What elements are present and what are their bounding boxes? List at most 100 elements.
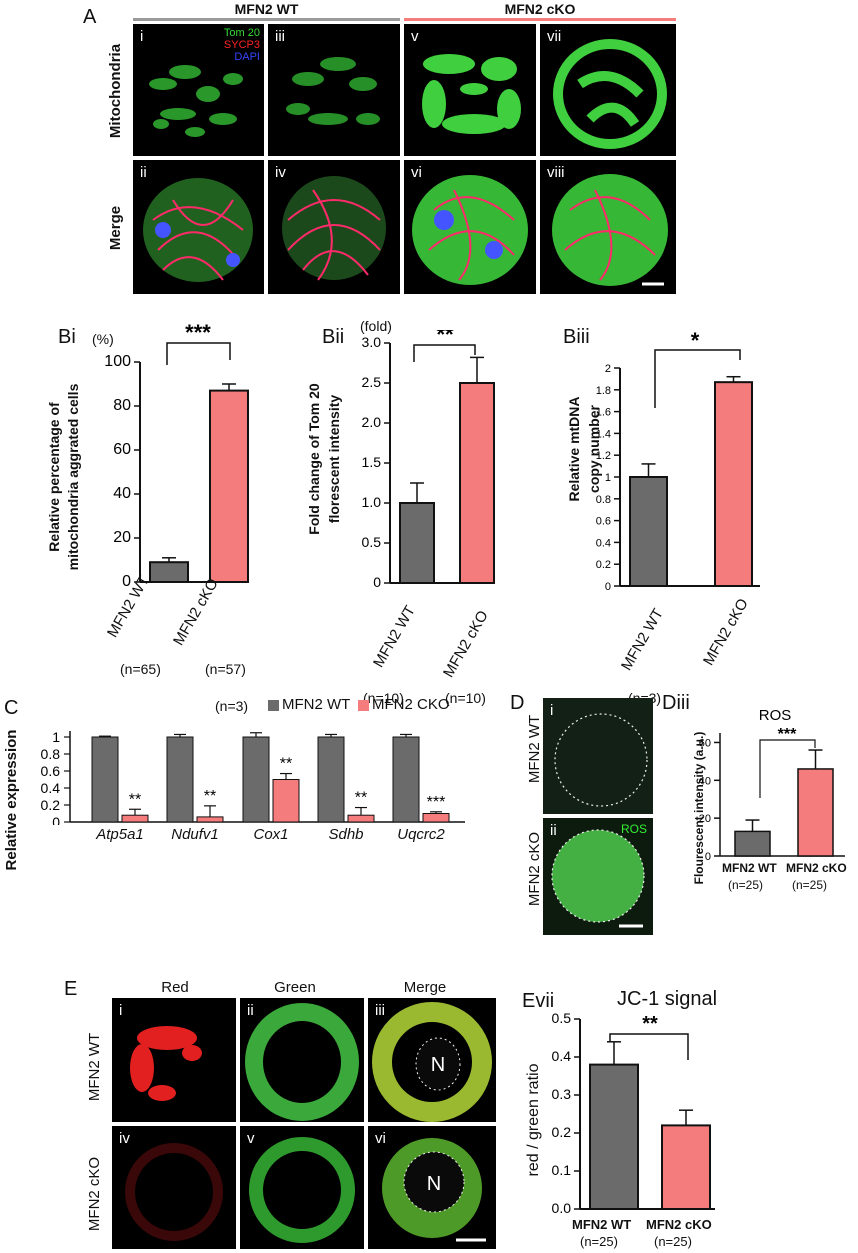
diii-bar-wt <box>734 830 771 857</box>
panel-bi-label: Bi <box>58 326 76 348</box>
evii-cat-cko: MFN2 cKO <box>646 1217 712 1232</box>
legend-dapi: DAPI <box>234 51 260 63</box>
e-col-green: Green <box>274 979 316 996</box>
evii-tick-label: 0.4 <box>552 1048 572 1064</box>
micrograph-a-vii: vii <box>540 24 676 156</box>
chart-diii: ROS 0 20 40 60 *** <box>699 707 845 863</box>
bii-cat-cko: MFN2 cKO <box>440 607 492 681</box>
biii-tick-label: 0.8 <box>596 494 611 506</box>
diii-sig-bracket <box>759 739 816 798</box>
numeral-e-i: i <box>119 1002 123 1019</box>
bi-n-wt: (n=65) <box>120 661 161 677</box>
micrograph-e-vi: N vi <box>368 1126 496 1249</box>
c-gene-label: Ndufv1 <box>171 826 219 843</box>
c-tick-label: 1 <box>52 729 60 745</box>
wt-header: MFN2 WT <box>234 1 299 17</box>
diii-tick-label: 60 <box>699 737 711 749</box>
c-bar-wt <box>392 736 420 823</box>
c-bar-wt <box>166 736 194 823</box>
c-legend-wt: MFN2 WT <box>282 696 351 713</box>
diii-cat-cko: MFN2 cKO <box>786 861 847 875</box>
numeral-e-v: v <box>247 1130 255 1147</box>
biii-ylabel-1: Relative mtDNA <box>566 396 582 502</box>
bii-sig-bracket <box>413 344 476 362</box>
c-gene-label: Atp5a1 <box>96 826 144 843</box>
micrograph-a-iv: iv <box>268 160 400 294</box>
c-bar-wt <box>91 736 119 823</box>
e-nucleus-2: N <box>427 1173 441 1195</box>
biii-bar-wt <box>629 476 668 587</box>
diii-n-wt: (n=25) <box>728 878 764 892</box>
c-tick-label: 0.8 <box>41 746 61 762</box>
c-sig: ** <box>355 790 367 807</box>
diii-ticks: 0 20 40 60 <box>699 737 720 863</box>
diii-cat-wt: MFN2 WT <box>722 861 777 875</box>
bi-bar-cko <box>209 389 249 583</box>
numeral-e-iii: iii <box>375 1002 385 1019</box>
bi-sig-bracket <box>166 342 231 365</box>
evii-sig: ** <box>642 1013 658 1035</box>
biii-tick-label: 1 <box>605 472 611 484</box>
panel-e-label: E <box>64 978 78 1000</box>
c-gene-label: Cox1 <box>253 826 289 843</box>
evii-tick-label: 0.0 <box>552 1200 572 1214</box>
panel-d-label: D <box>510 692 525 714</box>
numeral-e-vi: vi <box>375 1130 386 1147</box>
c-bar-cko <box>347 814 375 823</box>
evii-title: JC-1 signal <box>617 988 718 1010</box>
bii-tick-label: 1.0 <box>362 494 382 510</box>
merge-row-label: Merge <box>107 205 124 251</box>
bi-tick-label: 80 <box>113 397 131 414</box>
evii-tick-label: 0.2 <box>552 1124 572 1140</box>
biii-ticks: 0 0.2 0.4 0.6 0.8 1 1.2 1.4 1.6 1.8 2 <box>596 363 620 593</box>
biii-tick-label: 1.2 <box>596 450 611 462</box>
micrograph-e-iii: N iii <box>368 998 496 1122</box>
chart-biii: 0 0.2 0.4 0.6 0.8 1 1.2 1.4 1.6 1.8 2 * <box>596 330 760 593</box>
micrograph-a-i: i Tom 20 SYCP3 DAPI <box>133 24 264 156</box>
c-legend-cko-swatch <box>358 700 369 711</box>
evii-tick-label: 0.3 <box>552 1086 572 1102</box>
bi-sig: *** <box>185 320 211 345</box>
e-row-cko: MFN2 cKO <box>86 1156 103 1232</box>
panel-evii-label: Evii <box>522 990 555 1012</box>
micrograph-e-v: v <box>240 1126 364 1249</box>
e-col-red: Red <box>161 979 189 996</box>
bii-ylabel-2: florescent intensity <box>326 394 342 524</box>
diii-sig: *** <box>778 726 797 743</box>
bi-n-cko: (n=57) <box>205 661 246 677</box>
bii-ylabel-1: Fold change of Tom 20 <box>306 383 322 535</box>
numeral-iii: iii <box>275 28 285 45</box>
evii-bar-cko <box>661 1124 711 1210</box>
bii-bar-wt <box>399 502 435 584</box>
cko-header-line <box>404 18 676 21</box>
evii-n-cko: (n=25) <box>654 1234 692 1249</box>
cko-header: MFN2 cKO <box>504 1 576 17</box>
panel-a-label: A <box>83 6 97 28</box>
d-row-cko: MFN2 cKO <box>526 831 543 907</box>
bi-tick-label: 0 <box>122 573 131 590</box>
bi-unit: (%) <box>92 331 114 347</box>
bii-tick-label: 2.0 <box>362 414 382 430</box>
chart-evii: 0.0 0.1 0.2 0.3 0.4 0.5 ** <box>552 1012 715 1214</box>
panel-bii-label: Bii <box>322 326 345 348</box>
c-n: (n=3) <box>215 698 249 714</box>
c-sig: ** <box>204 788 216 805</box>
evii-cat-wt: MFN2 WT <box>572 1217 632 1232</box>
c-bar-cko <box>121 814 149 823</box>
biii-tick-label: 0 <box>605 581 611 593</box>
c-legend-wt-swatch <box>268 700 279 711</box>
biii-tick-label: 1.6 <box>596 407 611 419</box>
evii-sig-bracket <box>609 1033 689 1060</box>
c-bars: ** ****** *** <box>91 732 450 823</box>
c-tick-label: 0.4 <box>41 780 61 796</box>
panel-c-label: C <box>4 697 19 719</box>
biii-tick-label: 1.4 <box>596 428 611 440</box>
numeral-iv: iv <box>275 164 286 181</box>
numeral-v: v <box>411 28 419 45</box>
c-bar-cko <box>422 813 450 823</box>
c-tick-label: 0 <box>52 814 60 825</box>
biii-bar-cko <box>714 381 753 587</box>
e-row-wt: MFN2 WT <box>86 1032 103 1102</box>
numeral-vi: vi <box>411 164 422 181</box>
evii-tick-label: 0.1 <box>552 1162 572 1178</box>
